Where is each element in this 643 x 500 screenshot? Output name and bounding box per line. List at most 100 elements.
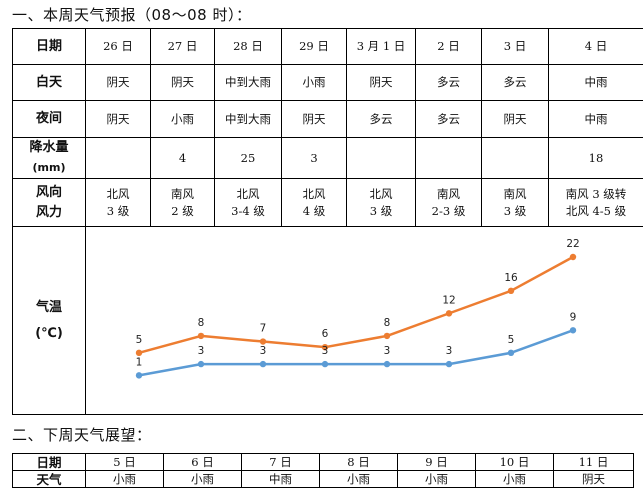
wind-cell: 北风 4 级 [281,178,347,227]
data-point [383,360,391,368]
precipitation-cell [481,137,549,179]
next-weather-cell: 小雨 [85,470,164,488]
wind-direction: 北风 [369,186,393,201]
header-wind-direction: 风向 [35,184,62,200]
header-temperature-unit: (℃) [35,325,63,341]
next-row-date: 日期 5 日 6 日 7 日 8 日 9 日 10 日 11 日 [12,453,634,471]
wind-cell: 南风 3 级 [481,178,549,227]
row-night: 夜间 阴天 小雨 中到大雨 阴天 多云 多云 阴天 中雨 [12,100,643,138]
wind-force: 北风 4-5 级 [565,203,627,218]
precipitation-cell [415,137,482,179]
next-weather-cell: 小雨 [397,470,476,488]
data-point [259,338,267,345]
date-cell: 3 日 [481,28,549,65]
next-weather-cell: 小雨 [319,470,398,488]
day-weather-cell: 阴天 [85,64,151,101]
day-weather-cell: 中到大雨 [214,64,282,101]
temperature-chart-cell: 5 8 7 6 8 12 16 22 1 3 3 3 3 3 5 9 [85,226,643,415]
data-label: 8 [198,317,205,329]
night-weather-cell: 中到大雨 [214,100,282,138]
data-point [569,327,577,334]
wind-force: 3 级 [106,203,130,218]
day-weather-cell: 阴天 [150,64,215,101]
day-weather-cell: 多云 [481,64,549,101]
row-wind: 风向 风力 北风 3 级 南风 2 级 北风 3-4 级 北风 4 级 北风 3 级 南风… [12,178,643,227]
next-week-outlook-table: 日期 5 日 6 日 7 日 8 日 9 日 10 日 11 日 天气 小雨 小… [12,453,634,488]
night-weather-cell: 阴天 [85,100,151,138]
wind-force: 2 级 [171,203,194,218]
data-point [259,360,267,368]
day-weather-cell: 中雨 [548,64,643,101]
next-date-cell: 5 日 [85,453,164,471]
night-weather-cell: 中雨 [548,100,643,138]
wind-direction: 南风 [171,186,194,201]
header-date: 日期 [12,28,86,65]
header-night: 夜间 [12,100,86,138]
data-label: 3 [198,345,205,357]
day-weather-cell: 多云 [415,64,482,101]
precipitation-cell: 3 [281,137,347,179]
data-label: 7 [260,323,267,335]
wind-direction: 南风 [503,186,527,201]
wind-direction: 南风 [437,186,460,201]
weekly-forecast-table: 日期 26 日 27 日 28 日 29 日 3 月 1 日 2 日 3 日 4… [12,28,643,415]
wind-force: 3 级 [369,203,393,218]
series-line-0 [138,255,574,355]
next-weather-cell: 小雨 [475,470,554,488]
header-precipitation: 降水量 (mm) [12,137,86,179]
date-cell: 4 日 [548,28,643,65]
header-precipitation-label: 降水量 [29,140,69,155]
header-precipitation-unit: (mm) [32,161,66,174]
precipitation-cell: 18 [548,137,643,179]
data-point [507,287,515,295]
data-label: 16 [504,272,518,284]
next-weather-cell: 中雨 [241,470,320,488]
data-label: 9 [570,311,577,323]
next-date-cell: 6 日 [163,453,242,471]
wind-force: 3-4 级 [231,203,265,218]
data-point [507,349,515,357]
date-cell: 3 月 1 日 [346,28,416,65]
row-date: 日期 26 日 27 日 28 日 29 日 3 月 1 日 2 日 3 日 4… [12,28,643,65]
night-weather-cell: 小雨 [150,100,215,138]
row-precipitation: 降水量 (mm) 4 25 3 18 [12,137,643,179]
wind-cell: 南风 2 级 [150,178,215,227]
date-cell: 2 日 [415,28,482,65]
section-1-title: 一、本周天气预报（08～08 时）： [12,6,252,24]
next-weather-cell: 小雨 [163,470,242,488]
data-label: 5 [136,334,143,346]
temperature-line-chart: 5 8 7 6 8 12 16 22 1 3 3 3 3 3 5 9 [135,238,580,379]
precipitation-cell [85,137,151,179]
night-weather-cell: 阴天 [281,100,347,138]
next-date-cell: 11 日 [553,453,634,471]
data-label: 6 [322,328,329,340]
header-wind-force: 风力 [35,204,62,220]
data-point [197,332,205,340]
data-point [135,349,143,357]
data-point [321,360,329,368]
date-cell: 29 日 [281,28,347,65]
day-weather-cell: 阴天 [346,64,416,101]
data-label: 12 [442,294,455,306]
next-date-cell: 8 日 [319,453,398,471]
wind-direction: 北风 [302,186,326,201]
data-label: 5 [508,334,515,346]
data-label: 1 [136,356,143,368]
next-date-cell: 7 日 [241,453,320,471]
wind-direction: 北风 [106,186,130,201]
day-weather-cell: 小雨 [281,64,347,101]
wind-direction: 南风 3 级转 [565,186,627,201]
header-wind: 风向 风力 [12,178,86,227]
wind-direction: 北风 [236,186,260,201]
data-point [445,360,453,368]
wind-force: 3 级 [503,203,527,218]
data-label: 3 [384,345,391,357]
section-2-title: 二、下周天气展望： [12,426,152,444]
wind-cell: 北风 3-4 级 [214,178,282,227]
row-daytime: 白天 阴天 阴天 中到大雨 小雨 阴天 多云 多云 中雨 [12,64,643,101]
next-weather-cell: 阴天 [553,470,634,488]
data-point [569,253,577,261]
data-point [197,360,205,368]
night-weather-cell: 多云 [415,100,482,138]
data-point [321,343,329,351]
